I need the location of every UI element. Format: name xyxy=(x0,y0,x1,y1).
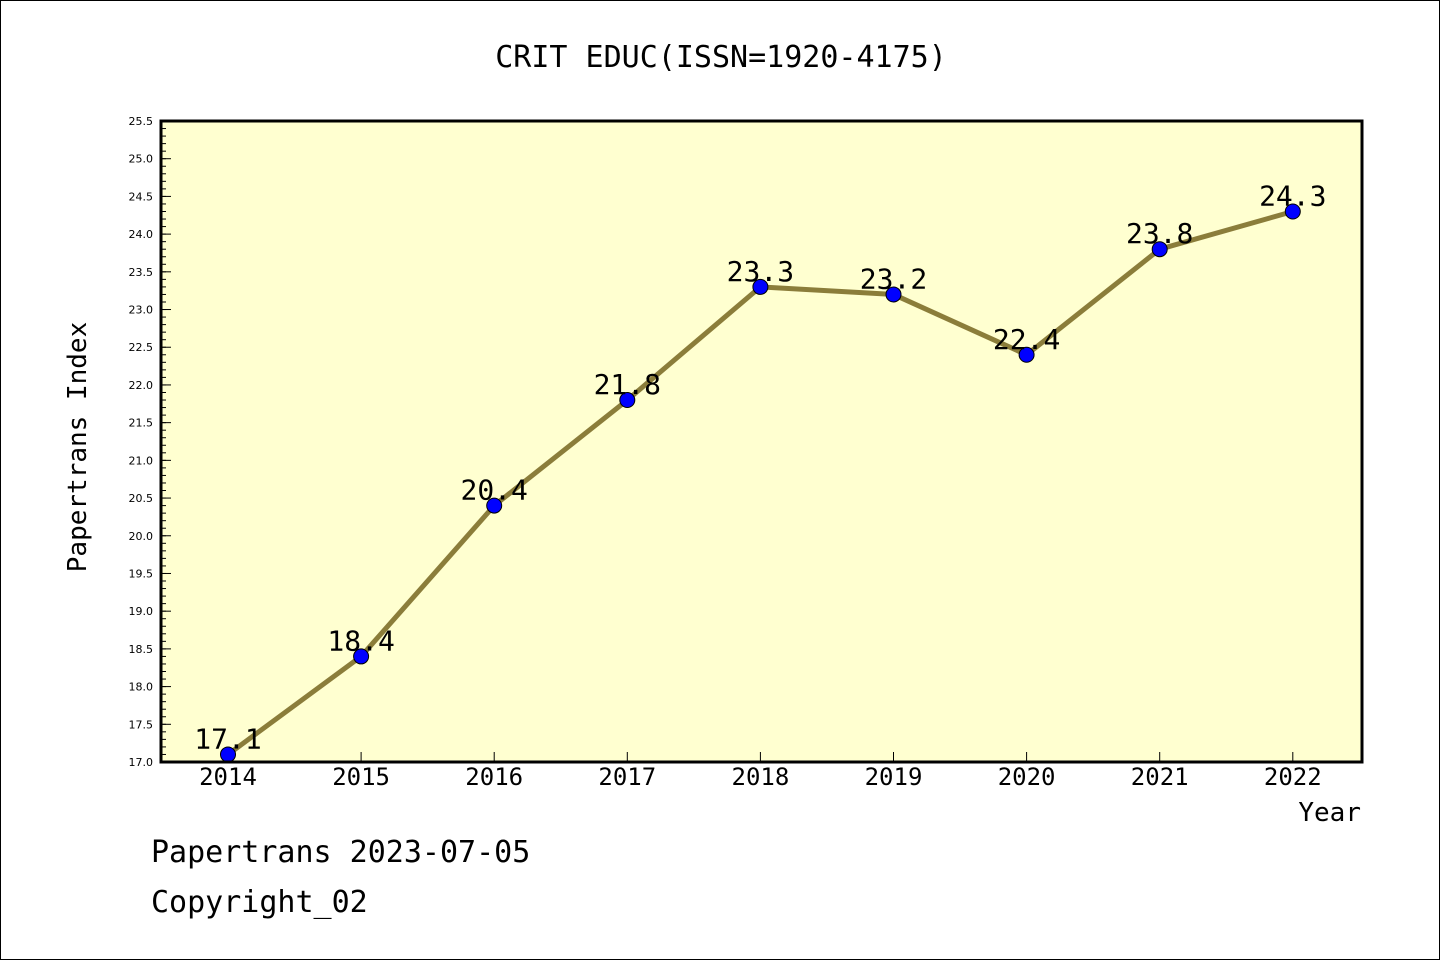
x-tick-label: 2016 xyxy=(465,763,523,791)
chart-title: CRIT EDUC(ISSN=1920-4175) xyxy=(495,40,947,75)
x-tick-label: 2019 xyxy=(865,763,923,791)
y-tick-label: 24.5 xyxy=(129,190,154,203)
y-tick-label: 22.5 xyxy=(129,341,154,354)
footer-copyright-text: Copyright_02 xyxy=(151,885,368,920)
y-tick-label: 20.0 xyxy=(129,530,154,543)
y-tick-label: 17.0 xyxy=(129,756,154,769)
plot-border xyxy=(159,119,1364,764)
data-label: 18.4 xyxy=(327,624,394,657)
data-point-marker xyxy=(1018,346,1035,363)
x-tick-label: 2021 xyxy=(1131,763,1189,791)
y-tick-label: 23.5 xyxy=(129,266,154,279)
x-tick-label: 2022 xyxy=(1264,763,1322,791)
y-tick-label: 19.0 xyxy=(129,605,154,618)
data-labels-group: 17.1 18.4 20.4 21.8 23.3 23.2 22.4 23.8 24.3 xyxy=(194,179,1326,755)
data-label: 22.4 xyxy=(993,323,1060,356)
y-tick-label: 21.5 xyxy=(129,417,154,430)
y-tick-label: 25.0 xyxy=(129,153,154,166)
data-label: 23.2 xyxy=(860,262,927,295)
y-tick-label: 21.0 xyxy=(129,454,154,467)
data-label: 24.3 xyxy=(1259,179,1326,212)
data-point-marker xyxy=(619,392,636,409)
data-point-marker xyxy=(1151,241,1168,258)
y-tick-label: 20.5 xyxy=(129,492,154,505)
y-tick-label: 18.5 xyxy=(129,643,154,656)
data-point-marker xyxy=(353,648,370,665)
data-point-marker xyxy=(1284,203,1301,220)
y-tick-label: 24.0 xyxy=(129,228,154,241)
data-label: 20.4 xyxy=(460,474,527,507)
data-label: 21.8 xyxy=(594,368,661,401)
data-label: 17.1 xyxy=(194,722,261,755)
data-label: 23.8 xyxy=(1126,217,1193,250)
y-tick-label: 25.5 xyxy=(129,115,154,128)
y-tick-label: 18.0 xyxy=(129,681,154,694)
markers-group xyxy=(220,203,1301,763)
x-tick-label: 2015 xyxy=(332,763,390,791)
x-tick-label: 2018 xyxy=(732,763,790,791)
x-tick-label: 2017 xyxy=(598,763,656,791)
y-tick-label: 19.5 xyxy=(129,567,154,580)
x-tick-label: 2014 xyxy=(199,763,257,791)
x-tick-label: 2020 xyxy=(998,763,1056,791)
y-axis-label: Papertrans Index xyxy=(63,322,93,572)
footer-date-text: Papertrans 2023-07-05 xyxy=(151,835,531,870)
y-tick-label: 23.0 xyxy=(129,304,154,317)
x-axis-label: Year xyxy=(1298,798,1361,828)
y-tick-label: 17.5 xyxy=(129,718,154,731)
data-point-marker xyxy=(486,497,503,514)
data-point-marker xyxy=(885,286,902,303)
data-label: 23.3 xyxy=(727,255,794,288)
y-tick-label: 22.0 xyxy=(129,379,154,392)
data-point-marker xyxy=(752,278,769,295)
y-axis: 17.0 17.5 18.0 18.5 19.0 19.5 20.0 20.5 21.0 21.5… xyxy=(129,115,171,769)
